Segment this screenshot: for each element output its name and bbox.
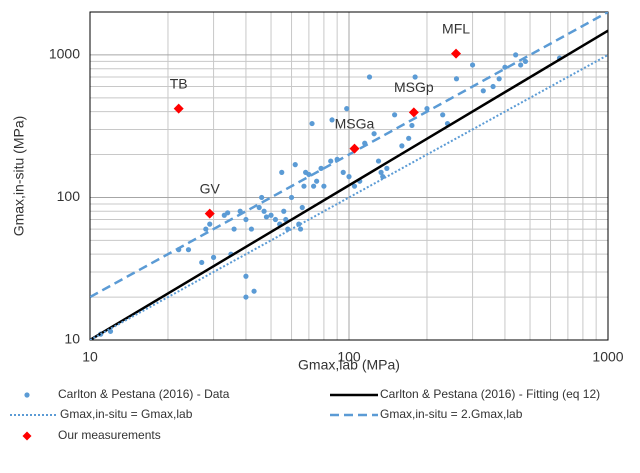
data-point [513, 52, 519, 58]
y-axis-label: Gmax,in-situ (MPa) [11, 116, 27, 237]
data-point [453, 76, 460, 82]
data-point [480, 88, 486, 94]
reference-line [90, 54, 608, 340]
data-point [225, 210, 231, 216]
data-point [496, 76, 502, 82]
legend-label: Carlton & Pestana (2016) - Fitting (eq 1… [380, 387, 600, 401]
legend-symbol [24, 392, 30, 398]
data-point [384, 165, 390, 171]
y-tick-label: 100 [57, 188, 81, 204]
measurement-point [173, 103, 184, 114]
data-point [285, 226, 291, 232]
x-tick-label: 100 [337, 349, 361, 365]
data-point [243, 294, 249, 300]
point-label: MFL [442, 20, 470, 36]
data-point [263, 214, 270, 220]
data-point [440, 112, 446, 118]
data-point [318, 165, 324, 171]
data-point [314, 178, 320, 184]
data-point [301, 183, 307, 189]
data-point [321, 183, 327, 189]
data-point [392, 112, 398, 118]
data-point [297, 226, 304, 232]
data-point [522, 58, 529, 65]
data-point [346, 174, 352, 180]
legend-symbol [22, 431, 32, 441]
measurement-point [204, 208, 215, 219]
data-point [292, 162, 298, 168]
data-point [243, 273, 249, 279]
data-point [329, 117, 335, 123]
point-label: MSGp [394, 79, 434, 95]
data-point [328, 158, 334, 164]
data-point [256, 204, 262, 211]
y-tick-label: 1000 [49, 46, 80, 62]
data-point [281, 208, 287, 214]
measurement-point [408, 107, 419, 118]
data-point [231, 226, 237, 232]
data-point [412, 74, 418, 80]
data-point [406, 135, 412, 141]
x-tick-label: 1000 [592, 349, 623, 365]
data-point [469, 62, 476, 68]
data-point [371, 131, 377, 137]
x-axis-label: Gmax,lab (MPa) [298, 357, 400, 373]
data-point [409, 122, 415, 129]
data-point [268, 212, 274, 218]
data-point [283, 216, 289, 223]
data-point [261, 208, 267, 214]
reference-line [90, 12, 608, 299]
data-point [259, 194, 265, 201]
data-point [199, 259, 205, 266]
point-label: MSGa [335, 115, 375, 131]
data-point [248, 226, 255, 232]
data-point [306, 171, 312, 178]
data-point [251, 288, 257, 294]
data-point [490, 83, 496, 90]
legend-label: Our measurements [58, 428, 161, 442]
y-tick-label: 10 [64, 331, 80, 347]
data-point [185, 247, 192, 253]
data-point [203, 226, 209, 232]
point-label: TB [170, 75, 188, 91]
x-tick-label: 10 [82, 349, 98, 365]
data-point [299, 204, 305, 211]
legend-label: Gmax,in-situ = Gmax,lab [60, 407, 193, 421]
plot-frame [89, 11, 609, 341]
data-point [311, 183, 317, 189]
data-point [279, 169, 285, 175]
data-point [288, 194, 295, 201]
data-point [243, 216, 249, 223]
data-point [375, 158, 382, 164]
data-point [344, 106, 350, 112]
legend-label: Gmax,in-situ = 2.Gmax,lab [380, 407, 523, 421]
data-point [366, 74, 373, 80]
data-point [351, 183, 358, 189]
data-point [378, 169, 384, 175]
data-point [502, 64, 508, 70]
measurement-point [451, 48, 462, 59]
legend-label: Carlton & Pestana (2016) - Data [58, 387, 230, 401]
point-label: GV [200, 180, 221, 196]
measurement-point [349, 143, 360, 154]
data-point [210, 254, 217, 260]
data-point [340, 169, 346, 175]
data-point [380, 174, 386, 180]
data-point [309, 120, 315, 127]
reference-line [90, 29, 608, 340]
data-point [207, 221, 213, 227]
data-point [272, 216, 279, 223]
data-point [518, 62, 524, 68]
data-point [399, 143, 405, 149]
